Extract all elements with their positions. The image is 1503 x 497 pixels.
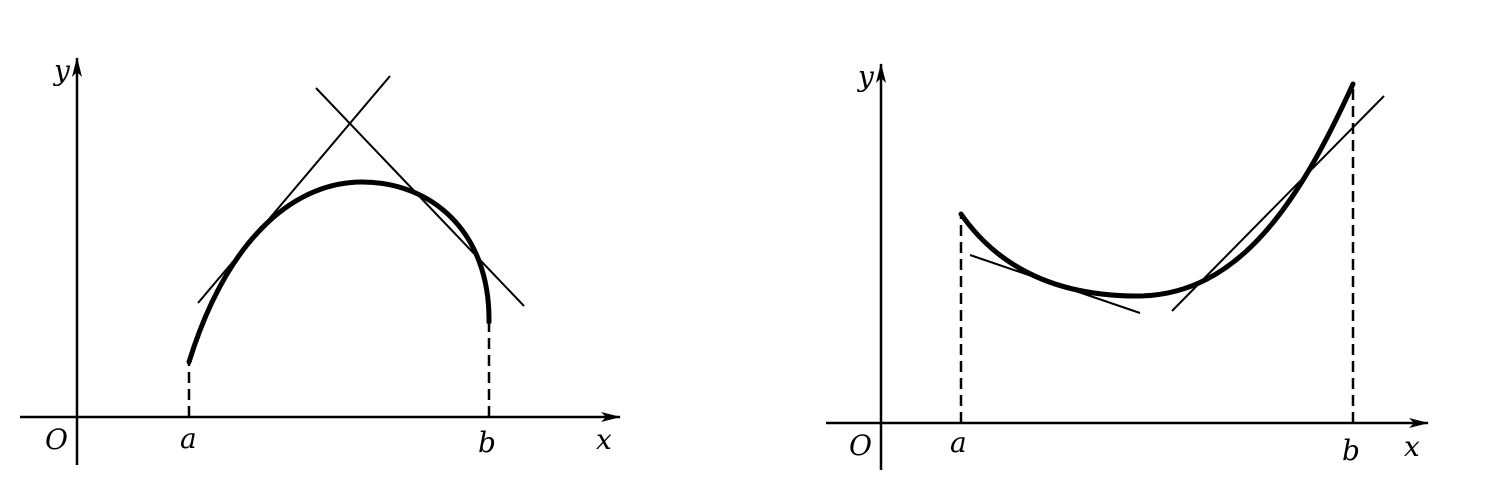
x-axis-label: x (1404, 430, 1420, 463)
right-tangent-line (1171, 95, 1385, 312)
left-tangent-line (969, 254, 1141, 314)
left-bound-label: a (180, 422, 197, 455)
right-bound-label: b (1342, 434, 1360, 467)
left-bound-label: a (950, 426, 967, 459)
left-tangent-line (197, 75, 391, 304)
right-bound-label: b (478, 426, 496, 459)
concave-down-curve (186, 179, 492, 365)
y-axis-label: y (52, 54, 71, 87)
origin-label: O (849, 429, 872, 462)
y-axis-label: y (856, 60, 875, 93)
concave-up-curve (958, 81, 1356, 299)
concave-down-graph: O x y a b (20, 54, 621, 465)
x-axis-label: x (596, 423, 612, 456)
origin-label: O (45, 423, 68, 456)
concave-up-graph: O x y a b (826, 60, 1429, 470)
right-tangent-line (315, 87, 525, 307)
